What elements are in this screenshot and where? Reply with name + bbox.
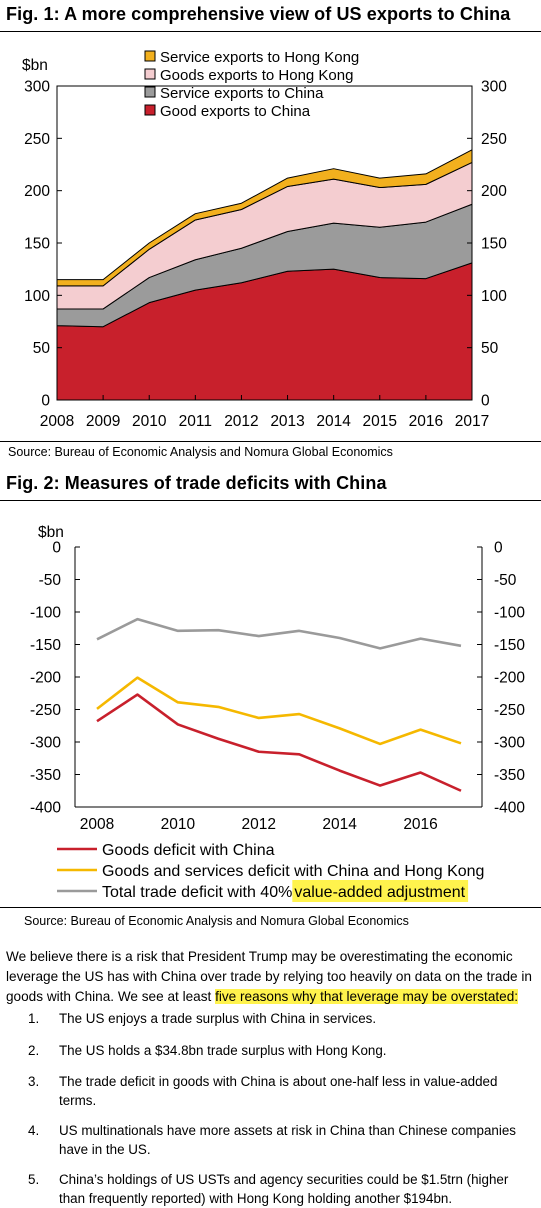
y-tick-label: -200: [30, 670, 61, 687]
list-item: 2. The US holds a $34.8bn trade surplus w…: [28, 1042, 528, 1061]
y-tick-label: 250: [24, 131, 50, 148]
y-tick-label-right: -300: [494, 735, 525, 752]
list-item-text: The US enjoys a trade surplus with China…: [59, 1011, 377, 1026]
legend-label-goods-deficit-with-china: Goods deficit with China: [102, 842, 275, 859]
legend-highlight-background: [292, 880, 469, 902]
x-tick-label: 2008: [80, 816, 114, 833]
list-item-number: 1.: [28, 1011, 40, 1026]
legend-swatch-goods-exports-to-hong-kong: [144, 68, 156, 80]
line-series-goods-and-services-deficit-with-china-and-hong-kong: [96, 676, 462, 746]
y-tick-label: -400: [30, 800, 61, 817]
y-tick-label-right: 100: [481, 288, 507, 305]
x-tick-label: 2012: [242, 816, 276, 833]
x-tick-label: 2016: [409, 413, 443, 430]
list-item: 5. China’s holdings of US USTs and agency…: [28, 1171, 528, 1208]
list-item-text: China’s holdings of US USTs and agency s…: [59, 1172, 509, 1206]
x-tick-label: 2009: [86, 413, 120, 430]
y-tick-label-right: -150: [494, 637, 525, 654]
y-tick-label-right: 300: [481, 79, 507, 96]
fig2-line-chart: 0 0 -50 -50 -100 -100 -150 -150 -200 -200 -250 -250…: [30, 524, 525, 902]
legend-swatch-good-exports-to-china: [144, 104, 156, 116]
y-tick-label: 300: [24, 79, 50, 96]
legend-swatch-service-exports-to-hong-kong: [144, 50, 156, 62]
line-series-total-trade-deficit-with-40-value-added-adjustment: [96, 617, 462, 650]
y-tick-label: 100: [24, 288, 50, 305]
fig2-top-rule: [0, 500, 541, 501]
legend-label-highlight: value-added adjustment: [294, 884, 465, 901]
y-tick-label-right: -350: [494, 767, 525, 784]
x-tick-label: 2014: [316, 413, 351, 430]
y-tick-label-right: 150: [481, 236, 507, 253]
fig1-stacked-area-chart: 0 0 50 50 100 100 150 150 200 200 250 250 300 300 2008…: [22, 49, 507, 430]
list-item: 4. US multinationals have more assets at …: [28, 1122, 528, 1159]
legend-label-goods-exports-to-hong-kong: Goods exports to Hong Kong: [160, 67, 353, 84]
y-tick-label: -350: [30, 767, 61, 784]
y-tick-label-right: -200: [494, 670, 525, 687]
y-tick-label: -300: [30, 735, 61, 752]
list-item-number: 5.: [28, 1172, 40, 1187]
y-tick-label: 200: [24, 183, 50, 200]
x-tick-label: 2012: [224, 413, 258, 430]
body-paragraph-text: We believe there is a risk that Presiden…: [6, 949, 532, 1004]
x-tick-label: 2013: [270, 413, 304, 430]
legend-label-good-exports-to-china: Good exports to China: [160, 103, 311, 120]
y-tick-label-right: -400: [494, 800, 525, 817]
list-item-number: 3.: [28, 1074, 40, 1089]
list-item-text: The US holds a $34.8bn trade surplus wit…: [59, 1042, 387, 1058]
y-tick-label-right: 0: [494, 540, 503, 557]
x-tick-label: 2008: [40, 413, 74, 430]
x-tick-label: 2015: [363, 413, 397, 430]
reasons-list: 1. The US enjoys a trade surplus with Chi…: [28, 1010, 528, 1208]
fig1-source: Source: Bureau of Economic Analysis and …: [8, 445, 393, 459]
fig1-y-axis-label: $bn: [22, 57, 48, 74]
y-tick-label: -100: [30, 605, 61, 622]
x-tick-label: 2010: [161, 816, 196, 833]
y-tick-label-right: 200: [481, 183, 507, 200]
y-tick-label-right: -250: [494, 702, 525, 719]
list-item-number: 4.: [28, 1123, 40, 1138]
x-tick-label: 2010: [132, 413, 167, 430]
fig2-bottom-rule: [0, 907, 541, 908]
list-item-text: The trade deficit in goods with China is…: [59, 1074, 498, 1108]
x-tick-label: 2016: [403, 816, 437, 833]
x-tick-label: 2011: [179, 413, 212, 430]
y-tick-label: -250: [30, 702, 61, 719]
legend-label-service-exports-to-china: Service exports to China: [160, 85, 324, 102]
legend-label-goods-and-services-deficit-with-china-and-hong-kong: Goods and services deficit with China an…: [102, 863, 484, 880]
legend-label-service-exports-to-hong-kong: Service exports to Hong Kong: [160, 49, 359, 66]
y-tick-label-right: 50: [481, 340, 499, 357]
x-tick-label: 2014: [322, 816, 357, 833]
y-tick-label: 0: [41, 393, 50, 410]
list-item-text: US multinationals have more assets at ri…: [59, 1123, 516, 1157]
fig1-title: Fig. 1: A more comprehensive view of US …: [6, 4, 511, 24]
legend-label-total-trade-deficit-with-40-value-added-adjustment: Total trade deficit with 40%: [102, 884, 292, 901]
y-tick-label: -150: [30, 637, 61, 654]
body-paragraph: We believe there is a risk that Presiden…: [6, 947, 538, 1007]
list-item: 1. The US enjoys a trade surplus with Chi…: [28, 1010, 528, 1029]
body-paragraph-highlight: five reasons why that leverage may be ov…: [215, 989, 519, 1004]
list-item-number: 2.: [28, 1042, 40, 1058]
x-tick-label: 2017: [455, 413, 489, 430]
y-tick-label-right: 0: [481, 393, 490, 410]
fig2-title: Fig. 2: Measures of trade deficits with …: [6, 473, 387, 493]
fig1-bottom-rule: [0, 441, 541, 442]
fig2-y-axis-label: $bn: [38, 524, 64, 541]
fig2-source: Source: Bureau of Economic Analysis and …: [24, 914, 409, 928]
y-tick-label: -50: [39, 572, 62, 589]
legend-swatch-service-exports-to-china: [144, 86, 156, 98]
fig1-top-rule: [0, 31, 541, 32]
y-tick-label-right: -50: [494, 572, 517, 589]
line-series-goods-deficit-with-china: [96, 693, 462, 792]
y-tick-label: 50: [33, 340, 51, 357]
y-tick-label: 0: [52, 540, 61, 557]
list-item: 3. The trade deficit in goods with China …: [28, 1073, 528, 1110]
y-tick-label: 150: [24, 236, 50, 253]
y-tick-label-right: -100: [494, 605, 525, 622]
y-tick-label-right: 250: [481, 131, 507, 148]
